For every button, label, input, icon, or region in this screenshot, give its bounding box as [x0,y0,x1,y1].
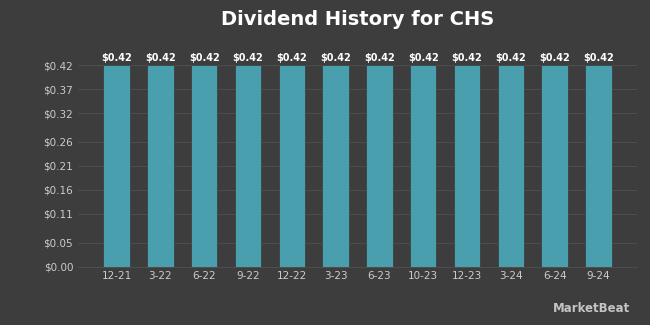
Text: $0.42: $0.42 [540,53,570,63]
Bar [585,65,612,266]
Text: $0.42: $0.42 [495,53,526,63]
Text: $0.42: $0.42 [145,53,176,63]
Text: $0.42: $0.42 [452,53,482,63]
Text: MarketBeat: MarketBeat [553,302,630,315]
Text: $0.42: $0.42 [276,53,307,63]
Bar [147,65,174,266]
Bar [541,65,568,266]
Bar [366,65,393,266]
Text: $0.42: $0.42 [320,53,351,63]
Bar [279,65,305,266]
Bar [498,65,524,266]
Bar [322,65,349,266]
Title: Dividend History for CHS: Dividend History for CHS [221,10,494,29]
Text: $0.42: $0.42 [101,53,132,63]
Text: $0.42: $0.42 [233,53,263,63]
Text: $0.42: $0.42 [408,53,439,63]
Text: $0.42: $0.42 [364,53,395,63]
Bar [410,65,436,266]
Text: $0.42: $0.42 [583,53,614,63]
Bar [235,65,261,266]
Bar [454,65,480,266]
Bar [103,65,130,266]
Text: $0.42: $0.42 [188,53,220,63]
Bar [191,65,217,266]
